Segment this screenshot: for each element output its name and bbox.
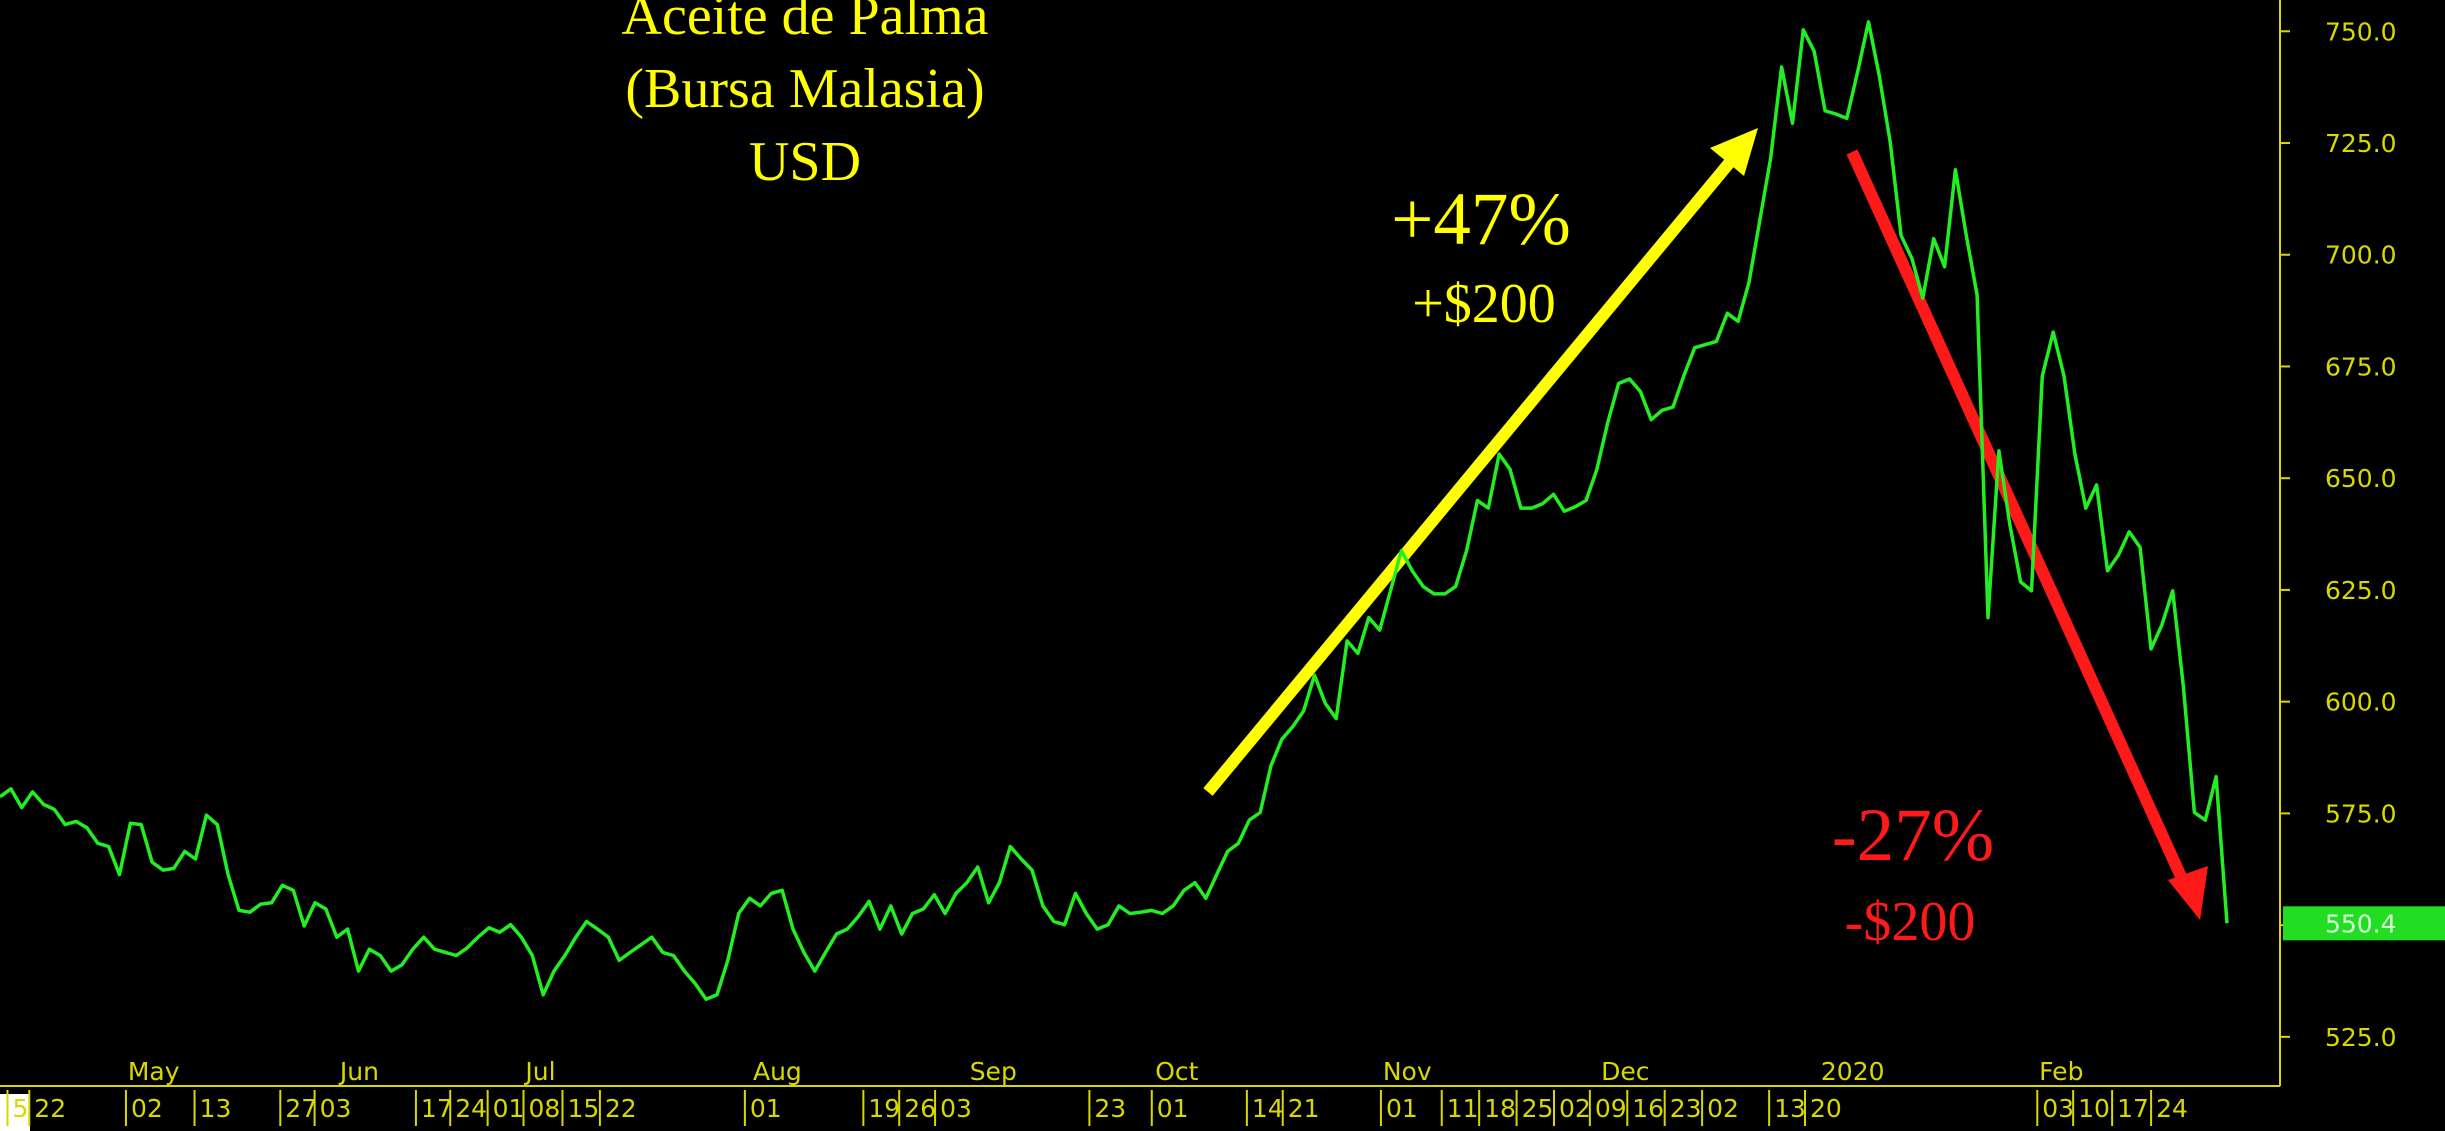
- last-value-box: [2283, 906, 2445, 941]
- day-label: 22: [34, 1094, 66, 1123]
- month-label: Sep: [970, 1057, 1017, 1086]
- last-value-label: 550.4: [2325, 909, 2397, 938]
- day-label: 21: [1288, 1094, 1320, 1123]
- y-tick-label: 600.0: [2325, 688, 2397, 717]
- day-label: 01: [1386, 1094, 1418, 1123]
- annotation: +47%: [1391, 178, 1571, 261]
- day-label: 5: [12, 1094, 28, 1123]
- price-line: [0, 20, 2229, 1002]
- y-tick-label: 750.0: [2325, 17, 2397, 46]
- up-arrow: [1203, 146, 1745, 796]
- day-label: 23: [1094, 1094, 1126, 1123]
- corner-box: [0, 1094, 30, 1131]
- day-label: 22: [605, 1094, 637, 1123]
- day-label: 09: [1595, 1094, 1627, 1123]
- day-label: 18: [1484, 1094, 1516, 1123]
- day-label: 08: [529, 1094, 561, 1123]
- day-label: 25: [1522, 1094, 1554, 1123]
- day-label: 02: [1559, 1094, 1591, 1123]
- day-label: 17: [2117, 1094, 2149, 1123]
- day-label: 20: [1810, 1094, 1842, 1123]
- y-tick-label: 575.0: [2325, 799, 2397, 828]
- chart-title: (Bursa Malasia): [625, 58, 984, 120]
- day-label: 24: [2156, 1094, 2188, 1123]
- chart-title: USD: [749, 131, 861, 193]
- down-arrow-head: [2168, 866, 2208, 920]
- day-label: 11: [1447, 1094, 1479, 1123]
- day-label: 24: [455, 1094, 487, 1123]
- day-label: 01: [750, 1094, 782, 1123]
- y-tick-label: 675.0: [2325, 352, 2397, 381]
- day-label: 03: [940, 1094, 972, 1123]
- annotation: -$200: [1845, 891, 1976, 953]
- month-label: Jun: [338, 1057, 379, 1086]
- day-label: 13: [1774, 1094, 1806, 1123]
- y-tick-label: 625.0: [2325, 576, 2397, 605]
- down-arrow: [1846, 149, 2194, 895]
- day-label: 02: [131, 1094, 163, 1123]
- annotation: -27%: [1832, 794, 1994, 877]
- annotation: +$200: [1412, 273, 1556, 335]
- day-label: 03: [320, 1094, 352, 1123]
- day-label: 23: [1670, 1094, 1702, 1123]
- day-label: 01: [1157, 1094, 1189, 1123]
- month-label: 2020: [1821, 1057, 1885, 1086]
- day-label: 02: [1707, 1094, 1739, 1123]
- month-label: Feb: [2039, 1057, 2083, 1086]
- month-label: Oct: [1155, 1057, 1198, 1086]
- day-label: 27: [285, 1094, 317, 1123]
- chart-title: Aceite de Palma: [622, 0, 989, 47]
- day-label: 10: [2078, 1094, 2110, 1123]
- day-label: 16: [1632, 1094, 1664, 1123]
- y-tick-label: 650.0: [2325, 464, 2397, 493]
- day-label: 19: [868, 1094, 900, 1123]
- month-label: Dec: [1601, 1057, 1649, 1086]
- day-label: 17: [421, 1094, 453, 1123]
- y-tick-label: 525.0: [2325, 1023, 2397, 1052]
- month-label: May: [128, 1057, 180, 1086]
- day-label: 01: [493, 1094, 525, 1123]
- y-tick-label: 700.0: [2325, 241, 2397, 270]
- day-label: 14: [1252, 1094, 1284, 1123]
- y-tick-label: 725.0: [2325, 129, 2397, 158]
- month-label: Jul: [523, 1057, 555, 1086]
- day-label: 03: [2042, 1094, 2074, 1123]
- day-label: 13: [200, 1094, 232, 1123]
- up-arrow-head: [1710, 128, 1758, 176]
- day-label: 15: [567, 1094, 599, 1123]
- day-label: 26: [904, 1094, 936, 1123]
- month-label: Aug: [753, 1057, 802, 1086]
- month-label: Nov: [1383, 1057, 1432, 1086]
